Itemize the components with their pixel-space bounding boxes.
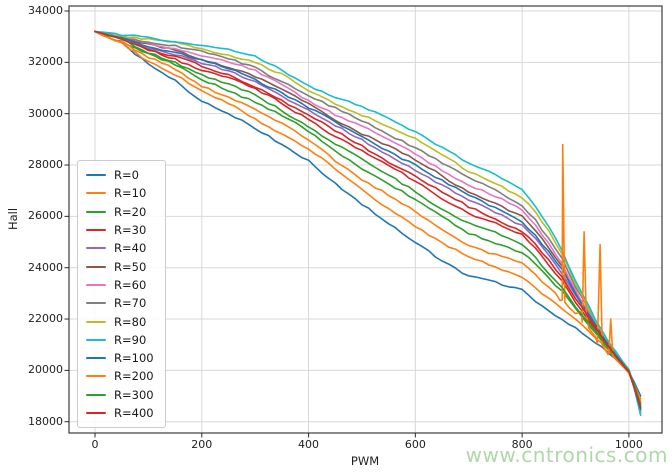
x-tick-label: 200 [191, 438, 213, 451]
series-line-R=60 [94, 30, 642, 413]
legend-label: R=0 [114, 168, 139, 183]
legend-item: R=60 [86, 276, 154, 294]
x-tick-label: 400 [298, 438, 320, 451]
legend-label: R=300 [114, 387, 154, 402]
series-line-R=50 [94, 30, 642, 411]
y-tick-label: 20000 [28, 363, 63, 377]
legend-item: R=20 [86, 203, 154, 221]
legend-label: R=100 [114, 351, 154, 366]
y-tick-label: 26000 [28, 209, 63, 223]
series-line-R=70 [94, 30, 642, 414]
legend-label: R=70 [114, 296, 147, 311]
legend-line-sample [86, 375, 106, 378]
legend-item: R=400 [86, 404, 154, 422]
legend-line-sample [86, 265, 106, 268]
legend-item: R=50 [86, 257, 154, 275]
y-tick-label: 34000 [28, 4, 63, 17]
legend-item: R=80 [86, 312, 154, 330]
legend-item: R=100 [86, 349, 154, 367]
legend-line-sample [86, 283, 106, 286]
legend-label: R=200 [114, 369, 154, 384]
x-axis-label: PWM [350, 454, 380, 468]
legend-line-sample [86, 338, 106, 341]
legend-line-sample [86, 302, 106, 305]
legend-item: R=70 [86, 294, 154, 312]
y-tick-label: 18000 [28, 414, 63, 428]
series-line-R=90 [94, 30, 642, 417]
legend-label: R=400 [114, 406, 154, 420]
y-tick-label: 30000 [28, 106, 63, 120]
series-line-R=300 [94, 30, 642, 406]
legend-label: R=90 [114, 332, 147, 347]
x-tick-label: 600 [404, 438, 426, 451]
plot-border [68, 5, 663, 434]
legend: R=0 R=10 R=20 R=30 R=40 R=50 R=60 R=70 R=80 R=90 R… [77, 160, 166, 429]
legend-label: R=80 [114, 314, 147, 329]
series-line-R=30 [94, 30, 642, 408]
legend-line-sample [86, 174, 106, 177]
series-line-R=200 [94, 30, 642, 402]
legend-line-sample [86, 247, 106, 250]
legend-item: R=300 [86, 386, 154, 404]
x-tick-label: 1000 [614, 438, 643, 451]
legend-item: R=200 [86, 367, 154, 385]
y-tick-label: 22000 [28, 312, 63, 326]
series-line-R=80 [94, 30, 642, 415]
legend-label: R=60 [114, 277, 147, 292]
x-tick-label: 0 [91, 438, 99, 451]
legend-label: R=20 [114, 204, 147, 219]
legend-item: R=40 [86, 239, 154, 257]
legend-line-sample [86, 357, 106, 360]
legend-item: R=90 [86, 331, 154, 349]
legend-label: R=40 [114, 241, 147, 256]
series-line-R=20 [94, 30, 642, 404]
legend-line-sample [86, 412, 106, 414]
legend-line-sample [86, 210, 106, 213]
legend-label: R=30 [114, 223, 147, 238]
legend-label: R=50 [114, 259, 147, 274]
legend-item: R=10 [86, 184, 154, 202]
x-tick-label: 800 [511, 438, 533, 451]
y-tick-label: 32000 [28, 55, 63, 69]
y-tick-label: 24000 [28, 260, 63, 274]
legend-item: R=30 [86, 221, 154, 239]
series-line-R=0 [94, 30, 642, 397]
legend-label: R=10 [114, 186, 147, 201]
legend-item: R=0 [86, 166, 154, 184]
legend-line-sample [86, 320, 106, 323]
series-line-R=40 [94, 30, 642, 410]
series-line-R=100 [94, 30, 642, 411]
watermark: www.cntronics.com [465, 443, 668, 467]
legend-line-sample [86, 393, 106, 396]
y-tick-label: 28000 [28, 158, 63, 172]
legend-line-sample [86, 192, 106, 195]
series-line-R=10 [94, 30, 642, 400]
legend-line-sample [86, 229, 106, 232]
series-line-R=400 [94, 30, 642, 409]
